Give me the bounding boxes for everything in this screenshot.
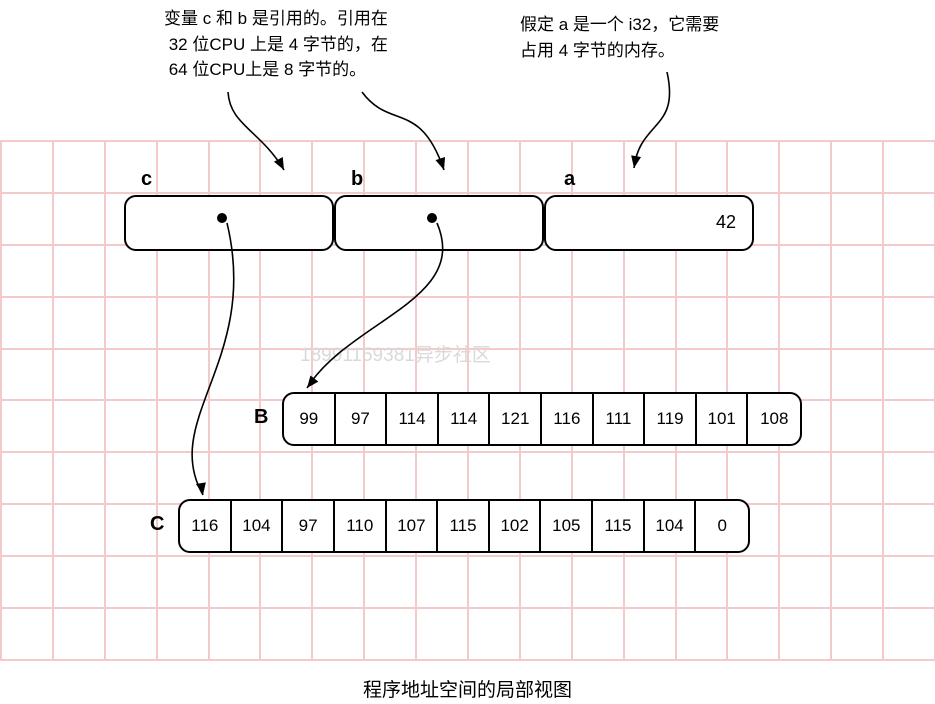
array-cell: 115 xyxy=(438,501,490,551)
value-a: 42 xyxy=(716,212,736,233)
pointer-dot-b xyxy=(427,213,437,223)
array-cell: 97 xyxy=(336,394,388,444)
label-array-C: C xyxy=(150,513,164,536)
array-cell: 114 xyxy=(387,394,439,444)
array-cell: 99 xyxy=(284,394,336,444)
array-B: 9997114114121116111119101108 xyxy=(282,392,802,446)
array-cell: 102 xyxy=(490,501,542,551)
array-cell: 116 xyxy=(542,394,594,444)
label-b: b xyxy=(351,168,363,191)
label-array-B: B xyxy=(254,406,268,429)
array-cell: 97 xyxy=(283,501,335,551)
array-cell: 0 xyxy=(696,501,748,551)
array-cell: 111 xyxy=(594,394,646,444)
array-cell: 121 xyxy=(490,394,542,444)
array-cell: 116 xyxy=(180,501,232,551)
box-b xyxy=(334,195,544,251)
pointer-dot-c xyxy=(217,213,227,223)
label-a: a xyxy=(564,168,575,191)
label-c: c xyxy=(141,168,152,191)
box-c xyxy=(124,195,334,251)
watermark: 18991159381异步社区 xyxy=(300,340,491,367)
annotation-left: 变量 c 和 b 是引用的。引用在 32 位CPU 上是 4 字节的，在 64 … xyxy=(164,6,388,83)
array-cell: 107 xyxy=(387,501,439,551)
array-cell: 104 xyxy=(645,501,697,551)
caption: 程序地址空间的局部视图 xyxy=(300,675,635,702)
array-cell: 114 xyxy=(439,394,491,444)
array-cell: 110 xyxy=(335,501,387,551)
array-cell: 115 xyxy=(593,501,645,551)
array-C: 116104971101071151021051151040 xyxy=(178,499,750,553)
array-cell: 108 xyxy=(748,394,800,444)
array-cell: 119 xyxy=(645,394,697,444)
array-cell: 104 xyxy=(232,501,284,551)
box-a: 42 xyxy=(544,195,754,251)
array-cell: 105 xyxy=(541,501,593,551)
annotation-right: 假定 a 是一个 i32，它需要 占用 4 字节的内存。 xyxy=(520,12,719,63)
diagram-canvas: 变量 c 和 b 是引用的。引用在 32 位CPU 上是 4 字节的，在 64 … xyxy=(0,0,935,704)
array-cell: 101 xyxy=(697,394,749,444)
